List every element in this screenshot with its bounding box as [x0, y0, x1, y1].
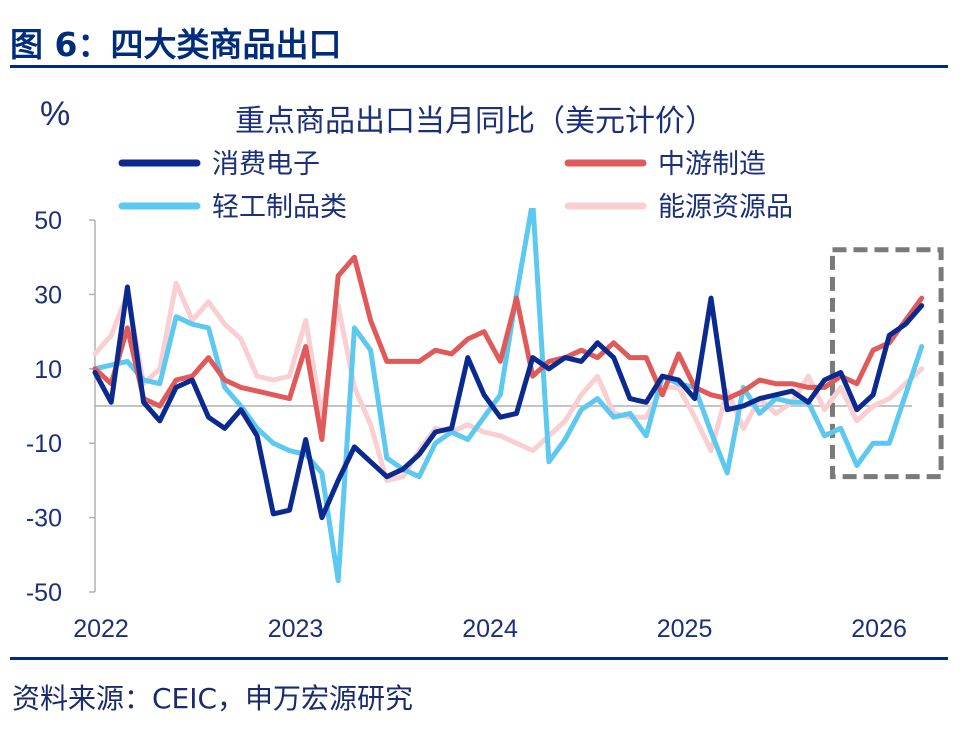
- series-line-2: [92, 254, 925, 442]
- x-tick-label: 2024: [462, 615, 518, 643]
- series-line-4: [92, 280, 925, 483]
- highlight-box-rect: [829, 247, 944, 480]
- legend-label: 轻工制品类: [212, 192, 347, 223]
- legend-label: 中游制造: [658, 149, 766, 180]
- y-tick-label: 10: [34, 356, 62, 384]
- x-tick-label: 2026: [851, 615, 907, 643]
- x-tick-label: 2025: [657, 615, 713, 643]
- legend-label: 能源资源品: [658, 192, 793, 223]
- y-tick-label: -30: [26, 505, 62, 533]
- series-line-3: [92, 208, 925, 584]
- axes: 50 30 10 -10 -30 -50 2022 2023 2024 2025 2026: [26, 207, 912, 643]
- top-rule: [10, 65, 948, 68]
- bottom-rule: [10, 657, 948, 660]
- source-note: 资料来源：CEIC，申万宏源研究: [12, 682, 414, 715]
- legend-label: 消费电子: [212, 149, 320, 180]
- y-tick-label: -10: [26, 430, 62, 458]
- y-tick-label: 50: [34, 207, 62, 235]
- series-line-1: [92, 284, 925, 521]
- highlight-box: [829, 247, 944, 480]
- y-tick-label: 30: [34, 281, 62, 309]
- x-tick-label: 2023: [268, 615, 324, 643]
- y-tick-label: -50: [26, 579, 62, 607]
- series-lines: [92, 208, 925, 584]
- figure-title: 图 6：四大类商品出口: [10, 25, 342, 64]
- y-axis-unit: %: [40, 95, 70, 133]
- x-tick-label: 2022: [73, 615, 129, 643]
- chart-title: 重点商品出口当月同比（美元计价）: [235, 104, 715, 139]
